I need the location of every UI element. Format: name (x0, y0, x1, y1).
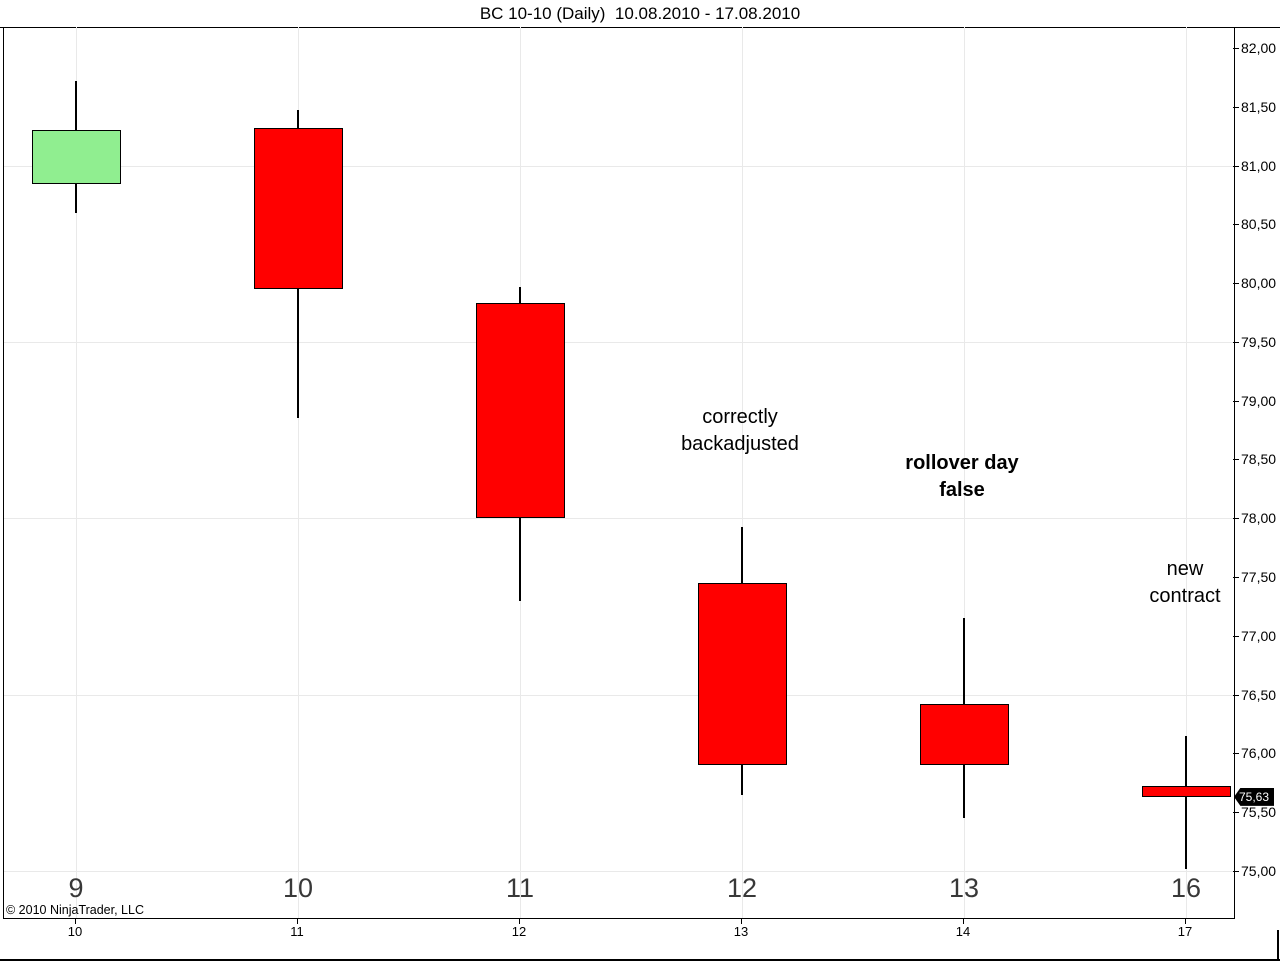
y-tick-label: 80,00 (1241, 275, 1277, 292)
x-label-minor: 17 (1177, 924, 1193, 939)
rollover-day-false-annotation: rollover day false (905, 450, 1018, 504)
gridline-vertical (76, 27, 77, 918)
y-tick (1233, 812, 1239, 814)
candle-body (1141, 786, 1231, 797)
x-label-minor: 12 (511, 924, 527, 939)
gridline-vertical (1186, 27, 1187, 918)
last-price-label: 75,63 (1238, 789, 1270, 804)
y-tick (1233, 165, 1239, 167)
y-tick (1233, 459, 1239, 461)
y-tick (1233, 224, 1239, 226)
x-tick (75, 919, 76, 924)
y-tick-label: 79,50 (1241, 333, 1277, 350)
x-tick (741, 919, 742, 924)
top-border-line (0, 27, 1280, 28)
x-label-major: 9 (68, 873, 84, 903)
x-label-major: 13 (948, 873, 980, 903)
y-tick (1233, 283, 1239, 285)
candle-body (475, 303, 565, 519)
copyright-label: © 2010 NinjaTrader, LLC (6, 903, 144, 917)
y-tick (1233, 48, 1239, 49)
y-tick-label: 78,00 (1241, 510, 1277, 527)
x-axis[interactable]: 10 11 12 13 14 17 (3, 919, 1233, 945)
new-contract-annotation: new contract (1149, 556, 1220, 610)
last-price-marker: 75,63 (1234, 787, 1274, 806)
gridline-horizontal (4, 165, 1234, 167)
y-tick-label: 81,00 (1241, 157, 1277, 174)
x-label-major: 16 (1170, 873, 1202, 903)
x-label-minor: 10 (67, 924, 83, 939)
x-label-major: 11 (505, 873, 535, 903)
y-tick (1233, 753, 1239, 755)
gridline-vertical (742, 27, 743, 918)
y-tick-label: 75,50 (1241, 804, 1277, 821)
y-tick-label: 77,00 (1241, 627, 1277, 644)
y-tick-label: 76,00 (1241, 745, 1277, 762)
new-contract-line: contract (1149, 585, 1221, 607)
y-axis[interactable]: 82,00 81,50 81,00 80,50 80,00 79,50 79,00 78,50… (1233, 27, 1280, 918)
y-tick (1233, 106, 1239, 108)
new-contract-line: new (1166, 558, 1204, 580)
candle-wick (1185, 735, 1187, 869)
y-tick-label: 82,00 (1241, 40, 1277, 56)
x-tick (297, 919, 298, 924)
window-right-border (1277, 930, 1279, 961)
y-tick-label: 75,00 (1241, 862, 1277, 879)
correctly-backadjusted-annotation: correctly backadjusted (681, 404, 799, 458)
y-tick-label: 76,50 (1241, 686, 1277, 703)
gridline-horizontal (4, 341, 1234, 343)
gridline-horizontal (4, 870, 1234, 872)
candle-body (253, 127, 343, 289)
y-tick (1233, 518, 1239, 520)
y-tick-label: 77,50 (1241, 569, 1277, 586)
y-tick-label: 80,50 (1241, 216, 1277, 233)
x-label-minor: 11 (290, 924, 304, 939)
y-tick (1233, 870, 1239, 872)
plot-area[interactable]: 9 10 11 12 13 16 (3, 27, 1235, 919)
x-tick (1185, 919, 1186, 924)
y-tick (1233, 577, 1239, 579)
x-label-major: 10 (282, 873, 314, 903)
candle-body (31, 130, 121, 185)
y-tick (1233, 341, 1239, 343)
y-tick-label: 79,00 (1241, 392, 1277, 409)
chart-title: BC 10-10 (Daily) 10.08.2010 - 17.08.2010 (479, 4, 801, 23)
y-tick (1233, 635, 1239, 637)
y-tick (1233, 400, 1239, 402)
y-tick-label: 78,50 (1241, 451, 1277, 468)
candle-body (919, 704, 1009, 766)
correctly-backadjusted-line: correctly (702, 406, 778, 428)
gridline-vertical (298, 27, 299, 918)
gridline-vertical (964, 27, 965, 918)
candle-body (697, 582, 787, 766)
x-tick (519, 919, 520, 924)
rollover-day-false-line: rollover day (905, 452, 1019, 474)
x-label-major: 12 (726, 873, 758, 903)
y-tick-label: 81,50 (1241, 98, 1277, 115)
gridline-horizontal (4, 694, 1234, 696)
rollover-day-false-line: false (939, 479, 985, 501)
gridline-horizontal (4, 518, 1234, 520)
x-label-minor: 14 (955, 924, 971, 939)
correctly-backadjusted-line: backadjusted (681, 433, 799, 455)
x-label-minor: 13 (733, 924, 749, 939)
window-bottom-border (0, 959, 1280, 961)
x-tick (963, 919, 964, 924)
y-tick (1233, 694, 1239, 696)
